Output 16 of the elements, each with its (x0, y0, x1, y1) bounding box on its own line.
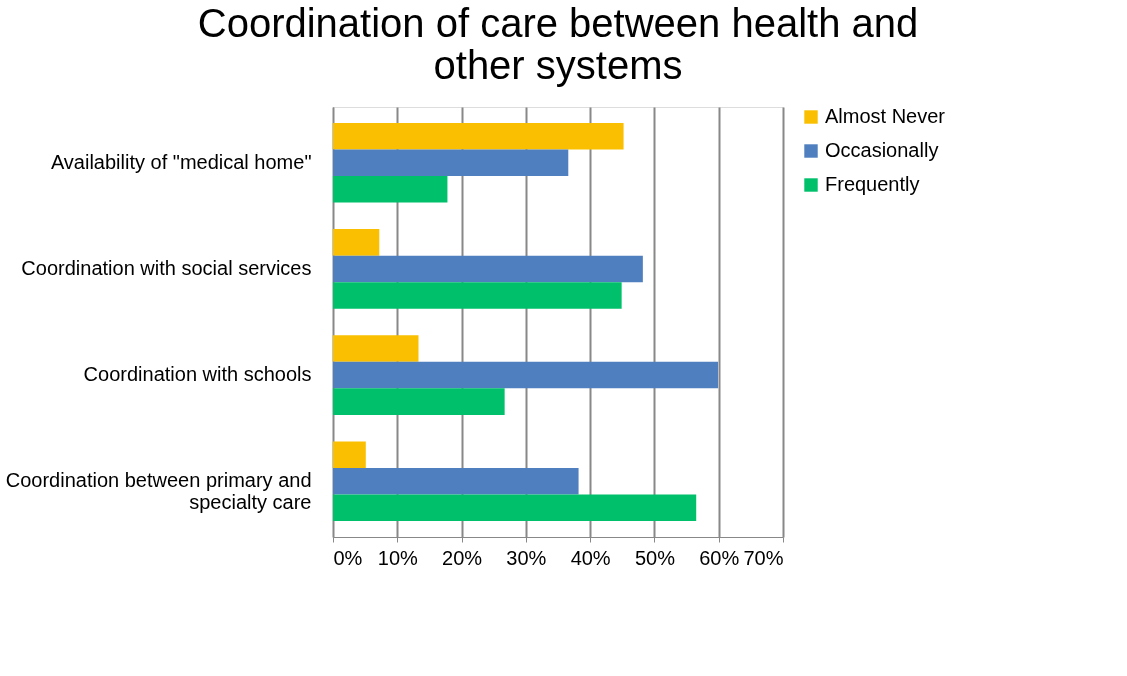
x-tick-label: 40% (570, 546, 611, 569)
y-tick-label: Coordination with social services (21, 256, 312, 279)
x-tick-label: 30% (506, 546, 547, 569)
y-tick-label: Coordination with schools (83, 363, 312, 386)
y-tick-label: Availability of "medical home" (50, 150, 312, 173)
y-tick-label: Coordination between primary and specialty care (5, 469, 312, 514)
x-tick-label: 70% (743, 546, 784, 569)
x-tick-label: 50% (634, 546, 676, 569)
legend-label: Almost Never (825, 105, 946, 127)
x-tick-label: 20% (442, 546, 483, 569)
x-tick-label: 10% (377, 546, 419, 569)
x-tick-label: 60% (699, 546, 740, 569)
chart-title: Coordination of care between health and other systems (197, 1, 919, 87)
legend-label: Frequently (825, 173, 920, 195)
legend-label: Occasionally (825, 139, 939, 161)
x-tick-label: 0% (333, 546, 363, 569)
